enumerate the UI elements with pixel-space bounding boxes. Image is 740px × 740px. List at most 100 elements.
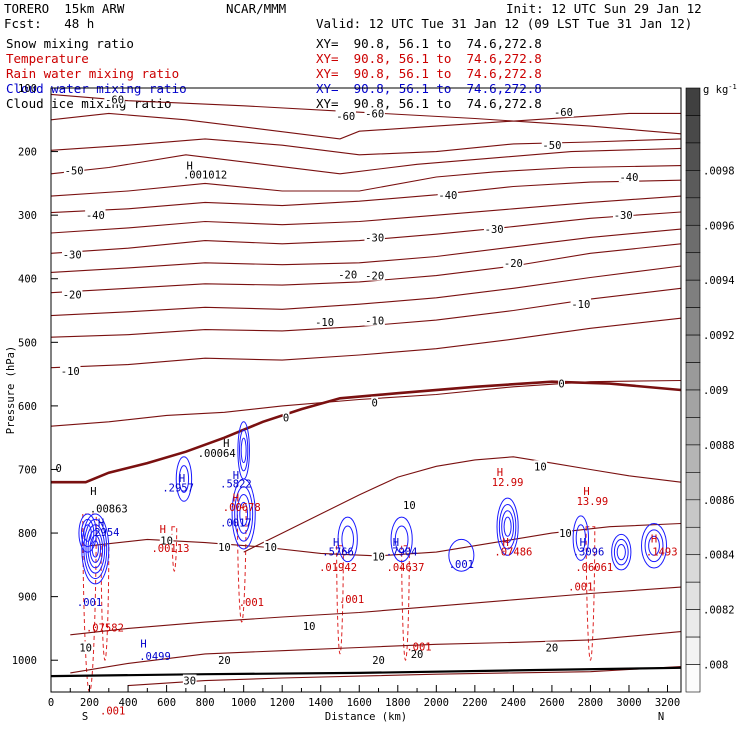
x-tick-label: 1200 xyxy=(270,697,295,709)
value-annotation: .5822 xyxy=(220,478,252,490)
y-tick-label: 700 xyxy=(18,464,37,476)
temperature-label: 10 xyxy=(264,542,277,554)
value-annotation: .07486 xyxy=(494,546,532,558)
temperature-label: -20 xyxy=(365,271,384,283)
temperature-contour xyxy=(70,587,681,635)
temperature-contour xyxy=(51,288,681,337)
colorbar-box xyxy=(686,417,700,444)
x-tick-label: 1600 xyxy=(347,697,372,709)
value-annotation: .5766 xyxy=(322,546,354,558)
value-annotation: .001 xyxy=(568,581,593,593)
x-axis-label: Distance (km) xyxy=(325,711,407,723)
colorbar-box xyxy=(686,88,700,115)
colorbar-label: .0092 xyxy=(703,330,735,342)
cloud-water-contour xyxy=(617,544,625,559)
temperature-label: -20 xyxy=(338,269,357,281)
temperature-label: -60 xyxy=(554,107,573,119)
temperature-label: 0 xyxy=(558,379,564,391)
cloud-water-contour xyxy=(241,438,246,463)
south-end-label: S xyxy=(82,711,88,723)
colorbar-box xyxy=(686,308,700,335)
temperature-contour xyxy=(51,382,681,483)
colorbar-box xyxy=(686,637,700,664)
temperature-label: -40 xyxy=(86,210,105,222)
colorbar-box xyxy=(686,115,700,142)
colorbar-box xyxy=(686,143,700,170)
temperature-label: -30 xyxy=(614,210,633,222)
colorbar-box xyxy=(686,527,700,554)
value-annotation: .2957 xyxy=(162,483,194,495)
x-tick-label: 0 xyxy=(48,697,54,709)
temperature-label: 0 xyxy=(372,398,378,410)
value-annotation: 13.99 xyxy=(577,496,609,508)
colorbar-label: .009 xyxy=(703,385,728,397)
value-annotation: .001 xyxy=(339,594,364,606)
colorbar-box xyxy=(686,500,700,527)
temperature-label: -30 xyxy=(485,224,504,236)
temperature-label: 20 xyxy=(372,655,385,667)
temperature-contour xyxy=(51,139,681,155)
y-tick-label: 400 xyxy=(18,274,37,286)
value-annotation: .06061 xyxy=(575,562,613,574)
temperature-label: 10 xyxy=(403,500,416,512)
x-tick-label: 2600 xyxy=(539,697,564,709)
temperature-contour xyxy=(51,196,681,233)
value-annotation: 12.99 xyxy=(492,477,524,489)
y-tick-label: 500 xyxy=(18,337,37,349)
temperature-label: 10 xyxy=(534,461,547,473)
value-annotation: .001012 xyxy=(183,169,227,181)
x-tick-label: 2000 xyxy=(424,697,449,709)
colorbar-label: .0082 xyxy=(703,605,735,617)
value-annotation: .00064 xyxy=(198,448,236,460)
colorbar-box xyxy=(686,610,700,637)
north-end-label: N xyxy=(658,711,664,723)
x-tick-label: 1400 xyxy=(308,697,333,709)
temperature-label: -50 xyxy=(65,166,84,178)
temperature-contour xyxy=(51,148,681,173)
temperature-label: -10 xyxy=(61,366,80,378)
value-annotation: .001 xyxy=(239,597,264,609)
temperature-label: -60 xyxy=(365,108,384,120)
temperature-label: -10 xyxy=(365,316,384,328)
value-annotation: .00863 xyxy=(90,504,128,516)
temperature-contour xyxy=(51,180,681,212)
y-tick-label: 100 xyxy=(18,83,37,95)
x-tick-label: 200 xyxy=(80,697,99,709)
colorbar-box xyxy=(686,198,700,225)
temperature-label: -10 xyxy=(571,299,590,311)
colorbar-box xyxy=(686,363,700,390)
temperature-label: -30 xyxy=(365,232,384,244)
x-tick-label: 600 xyxy=(157,697,176,709)
value-annotation: .001 xyxy=(77,597,102,609)
temperature-label: 10 xyxy=(218,542,231,554)
colorbar-box xyxy=(686,582,700,609)
colorbar-box xyxy=(686,555,700,582)
colorbar-box xyxy=(686,335,700,362)
temperature-label: -30 xyxy=(63,250,82,262)
value-annotation: H xyxy=(160,524,166,536)
value-annotation: 2954 xyxy=(94,527,119,539)
colorbar-unit: g kg-1 xyxy=(703,83,737,96)
temperature-label: 20 xyxy=(218,655,231,667)
x-tick-label: 400 xyxy=(119,697,138,709)
temperature-label: 10 xyxy=(372,552,385,564)
colorbar-label: .0096 xyxy=(703,220,735,232)
colorbar-box xyxy=(686,390,700,417)
temperature-label: 10 xyxy=(79,642,92,654)
temperature-label: 30 xyxy=(183,676,196,688)
value-annotation: H xyxy=(651,534,657,546)
x-tick-label: 2200 xyxy=(462,697,487,709)
value-annotation: .001 xyxy=(406,642,431,654)
value-annotation: .001 xyxy=(449,559,474,571)
value-annotation: .07582 xyxy=(86,623,124,635)
y-axis-label: Pressure (hPa) xyxy=(5,346,17,435)
value-annotation: .0017 xyxy=(220,518,252,530)
x-tick-label: 800 xyxy=(196,697,215,709)
x-tick-label: 3200 xyxy=(655,697,680,709)
value-annotation: .1493 xyxy=(646,546,678,558)
x-tick-label: 1800 xyxy=(385,697,410,709)
x-tick-label: 2800 xyxy=(578,697,603,709)
colorbar-label: .0088 xyxy=(703,440,735,452)
value-annotation: .7904 xyxy=(386,546,418,558)
value-annotation: .00678 xyxy=(223,502,261,514)
